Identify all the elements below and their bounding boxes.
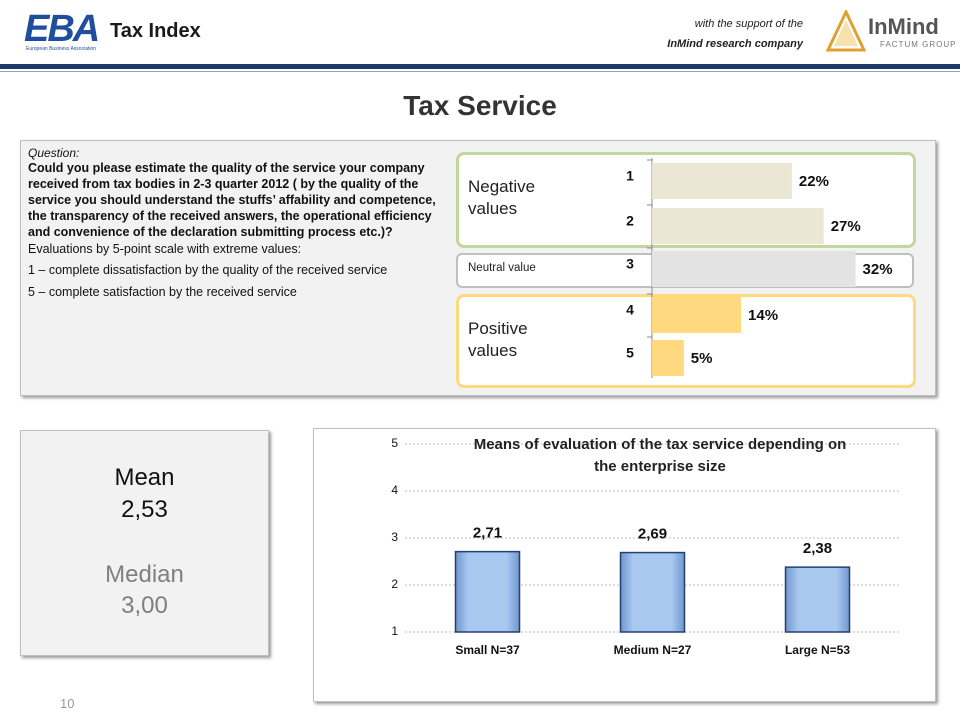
x-tick-label: Large N=53	[785, 643, 850, 657]
y-tick-label: 2	[391, 577, 398, 591]
header-title: Tax Index	[110, 20, 201, 42]
chart-title: Means of evaluation of the tax service d…	[474, 436, 847, 475]
median-value: 3,00	[121, 592, 168, 619]
logo-right-text: InMind	[868, 14, 939, 39]
group-label: Negative values	[468, 177, 536, 218]
category-label: 4	[626, 302, 634, 318]
y-tick-label: 3	[391, 530, 398, 544]
chart-title-line: Means of evaluation of the tax service d…	[474, 436, 847, 453]
median-label: Median	[105, 561, 184, 588]
question-label: Question:	[28, 146, 80, 160]
slide-title: Tax Service	[403, 90, 557, 121]
value-label: 2,38	[803, 540, 832, 557]
bar	[652, 340, 684, 376]
logo-subtext: European Business Association	[26, 46, 97, 52]
group-label: Neutral value	[468, 262, 536, 274]
category-label: 1	[626, 168, 634, 184]
bar	[784, 566, 851, 633]
category-label: 3	[626, 256, 634, 272]
group-label: Positive values	[468, 319, 528, 360]
category-label: 2	[626, 213, 634, 229]
scale-low: 1 – complete dissatisfaction by the qual…	[28, 263, 388, 277]
bar	[652, 163, 792, 199]
value-label: 14%	[748, 307, 778, 324]
y-tick-label: 4	[391, 483, 398, 497]
support-text: InMind research company	[667, 38, 803, 50]
logo-right-subtext: FACTUM GROUP	[880, 40, 957, 49]
y-tick-label: 1	[391, 624, 398, 638]
value-label: 27%	[831, 218, 861, 235]
scale-text: Evaluations by 5-point scale with extrem…	[28, 242, 302, 256]
logo-text: EBA	[24, 8, 100, 50]
mean-label: Mean	[114, 464, 175, 491]
chart-title-line: the enterprise size	[594, 458, 726, 475]
question-block: Question: Could you please estimate the …	[28, 146, 440, 299]
mean-value: 2,53	[121, 496, 168, 523]
value-label: 2,71	[473, 525, 502, 542]
header-rule-thin	[0, 71, 960, 72]
scale-high: 5 – complete satisfaction by the receive…	[28, 285, 297, 299]
bar	[652, 208, 824, 244]
y-tick-label: 5	[391, 436, 398, 450]
support-text: with the support of the	[694, 18, 803, 30]
bar	[652, 251, 856, 287]
value-label: 2,69	[638, 526, 667, 543]
bar	[619, 551, 686, 633]
value-label: 32%	[863, 261, 893, 278]
value-label: 22%	[799, 173, 829, 190]
logo-icon	[826, 10, 866, 52]
question-text: Could you please estimate the quality of…	[28, 161, 436, 239]
bar	[454, 550, 521, 633]
logo-left: EBA European Business Association	[12, 6, 104, 58]
value-label: 5%	[691, 350, 713, 367]
x-tick-label: Medium N=27	[614, 643, 692, 657]
x-tick-label: Small N=37	[455, 643, 520, 657]
category-label: 5	[626, 345, 634, 361]
header-rule	[0, 64, 960, 69]
bar	[652, 297, 742, 333]
summary-panel	[20, 430, 269, 656]
page-number: 10	[60, 696, 75, 711]
